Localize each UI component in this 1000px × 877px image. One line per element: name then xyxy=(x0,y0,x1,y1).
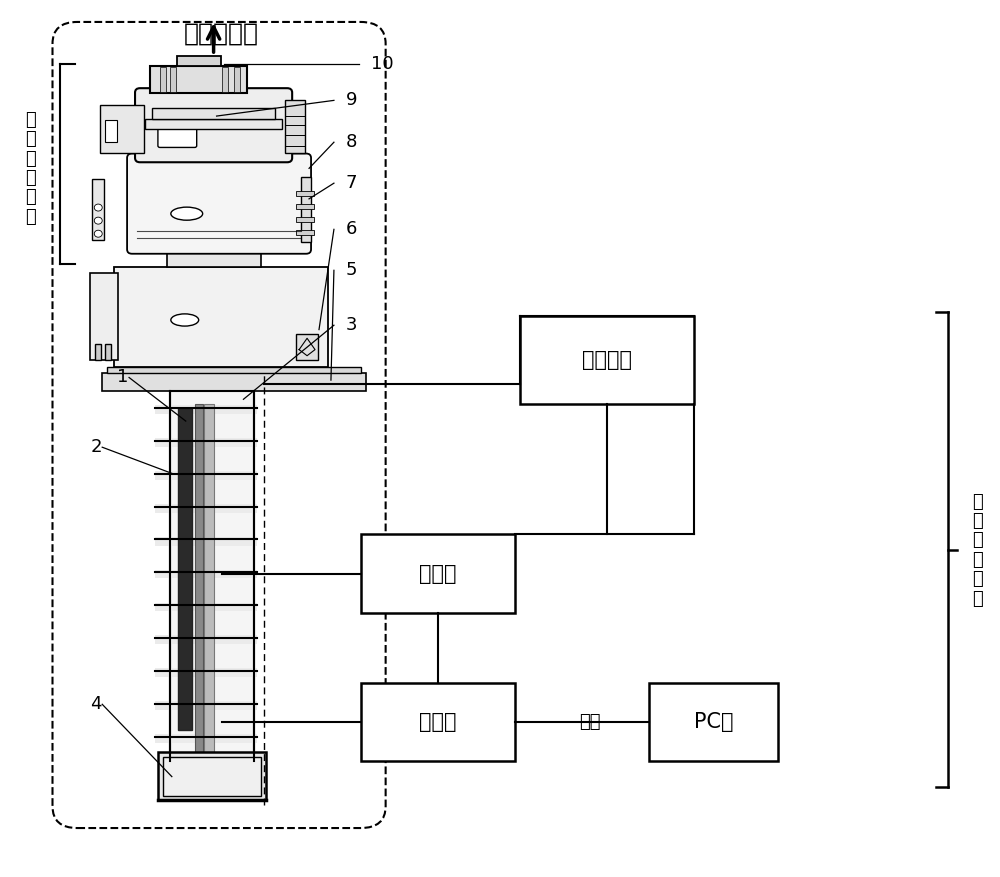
Bar xyxy=(155,734,257,743)
Bar xyxy=(150,67,247,93)
Text: 4: 4 xyxy=(90,695,102,713)
Bar xyxy=(163,757,261,795)
Ellipse shape xyxy=(171,207,203,220)
Bar xyxy=(102,373,366,390)
Text: 1: 1 xyxy=(117,368,129,387)
Circle shape xyxy=(94,217,102,225)
Bar xyxy=(155,668,257,677)
Bar xyxy=(155,471,257,480)
Bar xyxy=(301,177,311,242)
Bar xyxy=(155,405,257,414)
Text: PC端: PC端 xyxy=(694,712,734,731)
Bar xyxy=(167,249,261,267)
Bar xyxy=(195,403,203,752)
Bar xyxy=(155,504,257,513)
Bar xyxy=(92,179,104,239)
Bar xyxy=(170,390,254,761)
Circle shape xyxy=(94,231,102,237)
Text: 通讯: 通讯 xyxy=(579,713,600,731)
Bar xyxy=(160,68,166,92)
Bar xyxy=(105,345,111,360)
FancyBboxPatch shape xyxy=(158,128,197,147)
Bar xyxy=(296,217,314,223)
Bar xyxy=(234,68,240,92)
Bar xyxy=(361,682,515,761)
Bar xyxy=(95,345,101,360)
Ellipse shape xyxy=(171,314,199,326)
Text: 离
子
传
输
系
统: 离 子 传 输 系 统 xyxy=(25,111,36,226)
Bar xyxy=(296,231,314,235)
Bar xyxy=(296,191,314,196)
Bar xyxy=(155,635,257,644)
Bar xyxy=(158,752,266,800)
Bar xyxy=(178,408,192,731)
Bar xyxy=(296,334,318,360)
Text: 程
序
控
温
系
统: 程 序 控 温 系 统 xyxy=(972,493,983,608)
Text: 6: 6 xyxy=(346,220,357,239)
Bar xyxy=(296,204,314,210)
Bar xyxy=(114,267,328,367)
Bar xyxy=(155,602,257,611)
Text: 5: 5 xyxy=(346,261,357,279)
Bar xyxy=(361,534,515,613)
Text: 3: 3 xyxy=(346,317,357,334)
Bar xyxy=(155,570,257,578)
Bar xyxy=(152,108,275,118)
Bar xyxy=(105,120,117,142)
Bar xyxy=(222,68,228,92)
Text: 10: 10 xyxy=(371,54,393,73)
Bar xyxy=(145,118,282,129)
Circle shape xyxy=(94,204,102,211)
Text: 直流电源: 直流电源 xyxy=(582,350,632,370)
Bar xyxy=(170,68,176,92)
Text: 继电器: 继电器 xyxy=(419,564,457,583)
Bar xyxy=(155,701,257,709)
Bar xyxy=(177,56,221,67)
Bar xyxy=(90,273,118,360)
Bar xyxy=(155,537,257,545)
FancyBboxPatch shape xyxy=(135,89,292,162)
Bar xyxy=(285,100,305,153)
FancyBboxPatch shape xyxy=(127,153,311,253)
Bar xyxy=(107,367,361,373)
Bar xyxy=(649,682,778,761)
Text: 8: 8 xyxy=(346,133,357,151)
Text: 9: 9 xyxy=(346,91,357,110)
Text: 2: 2 xyxy=(90,438,102,456)
Text: 宇电表: 宇电表 xyxy=(419,712,457,731)
Text: 质量分析器: 质量分析器 xyxy=(184,21,259,46)
Text: 7: 7 xyxy=(346,175,357,192)
Bar xyxy=(204,403,214,752)
Bar xyxy=(520,317,694,403)
Bar xyxy=(100,104,144,153)
Bar xyxy=(155,438,257,447)
